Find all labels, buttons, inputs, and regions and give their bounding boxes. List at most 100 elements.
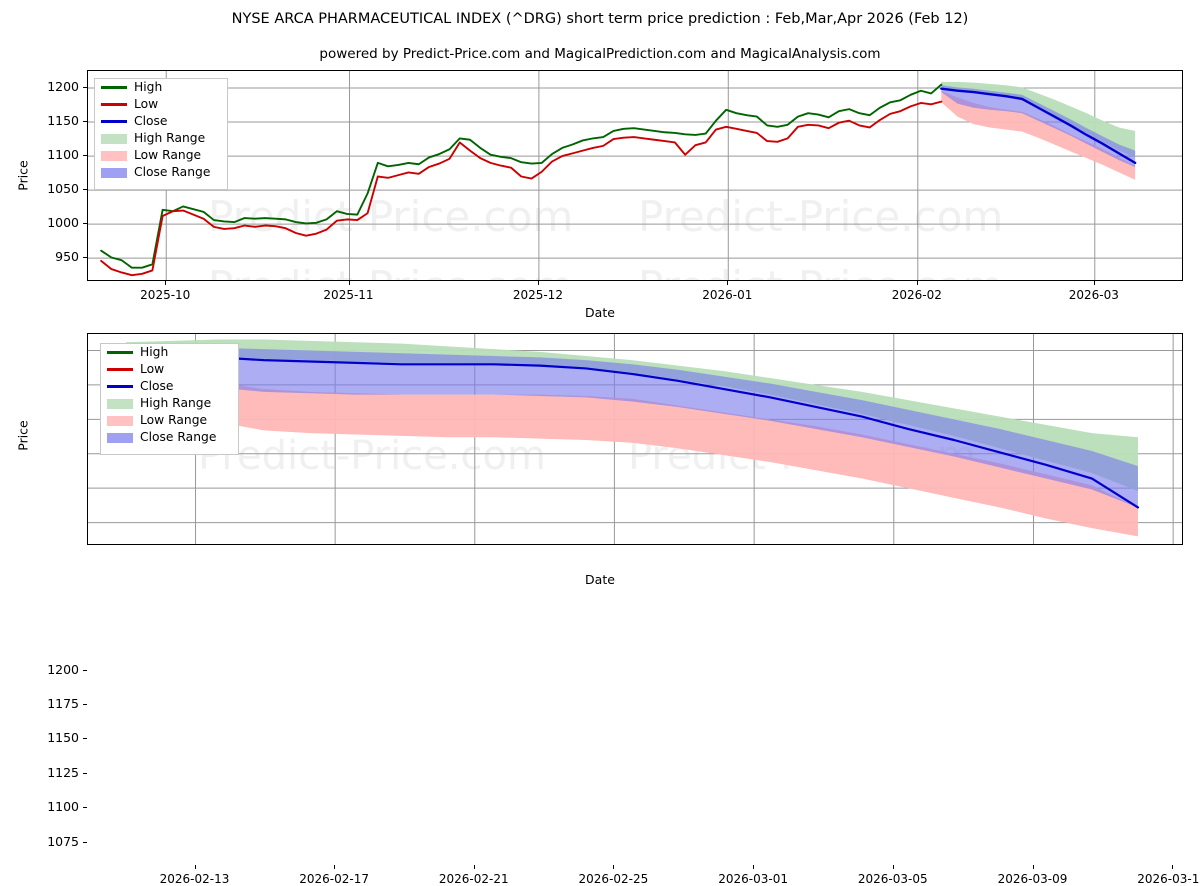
y-tick-label: 1100: [47, 147, 79, 163]
x-tick-mark: [165, 281, 167, 285]
overview-plot-area: Predict-Price.com Predict-Price.com Predic…: [87, 70, 1183, 281]
x-tick-mark: [613, 865, 615, 869]
y-tick-mark: [83, 121, 87, 123]
x-tick-label: 2026-02-25: [578, 872, 649, 886]
legend-label: High Range: [140, 396, 212, 411]
legend-swatch-close: [101, 120, 127, 123]
y-tick-label: 1100: [47, 799, 79, 815]
y-tick-mark: [83, 669, 87, 671]
x-tick-label: 2026-01: [702, 288, 753, 302]
legend-item-high: High: [101, 344, 238, 361]
y-tick-mark: [83, 807, 87, 809]
legend-swatch-high-range: [107, 398, 133, 409]
y-tick-mark: [83, 257, 87, 259]
forecast-legend: High Low Close High Range Low Range Close Ran…: [100, 343, 239, 455]
series-line-low: [100, 100, 943, 277]
y-tick-label: 1050: [47, 181, 79, 197]
x-tick-mark: [334, 865, 336, 869]
legend-item-close: Close: [101, 378, 238, 395]
x-tick-mark: [473, 865, 475, 869]
legend-label: Low: [134, 97, 159, 112]
legend-label: High Range: [134, 131, 206, 146]
legend-item-close-range: Close Range: [95, 164, 227, 181]
legend-item-high-range: High Range: [95, 130, 227, 147]
x-tick-label: 2026-02: [891, 288, 942, 302]
x-tick-label: 2026-02-21: [438, 872, 509, 886]
legend-item-low-range: Low Range: [101, 412, 238, 429]
y-tick-label: 1200: [47, 79, 79, 95]
legend-swatch-high: [107, 351, 133, 354]
x-tick-label: 2026-03-09: [997, 872, 1068, 886]
close-range-band: [125, 345, 1138, 508]
y-tick-mark: [83, 189, 87, 191]
legend-swatch-low: [107, 368, 133, 371]
forecast-y-axis-label: Price: [15, 420, 31, 451]
overview-y-axis-label: Price: [15, 160, 31, 191]
x-tick-label: 2025-10: [140, 288, 191, 302]
legend-item-close-range: Close Range: [101, 429, 238, 446]
x-tick-mark: [194, 865, 196, 869]
legend-swatch-low: [101, 103, 127, 106]
overview-legend: High Low Close High Range Low Range Close Ran…: [94, 78, 228, 190]
forecast-x-axis-label: Date: [585, 572, 615, 587]
legend-label: Low: [140, 362, 165, 377]
y-tick-mark: [83, 841, 87, 843]
y-tick-label: 1125: [47, 764, 79, 780]
legend-swatch-close-range: [107, 432, 133, 443]
watermark-text: Predict-Price.com: [638, 262, 1003, 281]
x-tick-label: 2025-12: [512, 288, 563, 302]
x-tick-label: 2026-03-01: [718, 872, 789, 886]
y-tick-mark: [83, 703, 87, 705]
overview-chart-panel: Price Predict-Price.com Predict-Price.com…: [0, 0, 1200, 320]
legend-swatch-low-range: [101, 150, 127, 161]
x-tick-mark: [1093, 281, 1095, 285]
legend-item-low: Low: [95, 96, 227, 113]
y-tick-label: 950: [55, 249, 79, 265]
legend-label: Close Range: [140, 430, 217, 445]
y-tick-label: 1150: [47, 113, 79, 129]
y-tick-mark: [83, 155, 87, 157]
x-tick-mark: [892, 865, 894, 869]
y-tick-mark: [83, 87, 87, 89]
watermark-text: Predict-Price.com: [208, 192, 573, 241]
page-subtitle: powered by Predict-Price.com and Magical…: [319, 46, 881, 62]
legend-label: Close: [134, 114, 168, 129]
forecast-chart-panel: Price Predict-Price.comPredict-Price.com…: [0, 320, 1200, 886]
legend-item-low-range: Low Range: [95, 147, 227, 164]
legend-swatch-high-range: [101, 133, 127, 144]
x-tick-label: 2026-02-17: [299, 872, 370, 886]
series-line-close: [124, 350, 1140, 509]
y-tick-mark: [83, 223, 87, 225]
low-range-band: [941, 90, 1136, 180]
x-tick-mark: [727, 281, 729, 285]
x-tick-label: 2025-11: [323, 288, 374, 302]
y-tick-label: 1150: [47, 730, 79, 746]
series-line-close: [940, 87, 1137, 165]
page-title: NYSE ARCA PHARMACEUTICAL INDEX (^DRG) sh…: [231, 11, 969, 27]
x-tick-mark: [1032, 865, 1034, 869]
legend-label: High: [134, 80, 163, 95]
legend-label: Low Range: [134, 148, 202, 163]
legend-swatch-close: [107, 385, 133, 388]
overview-x-axis-label: Date: [585, 305, 615, 320]
legend-swatch-high: [101, 86, 127, 89]
y-tick-label: 1200: [47, 661, 79, 677]
watermark-text: Predict-Price.com: [638, 192, 1003, 241]
y-tick-label: 1175: [47, 695, 79, 711]
watermark-text: Predict-Price.com: [208, 262, 573, 281]
x-tick-label: 2026-03-05: [857, 872, 928, 886]
legend-item-high: High: [95, 79, 227, 96]
y-tick-mark: [83, 738, 87, 740]
x-tick-mark: [537, 281, 539, 285]
legend-item-high-range: High Range: [101, 395, 238, 412]
x-tick-mark: [916, 281, 918, 285]
legend-label: Low Range: [140, 413, 208, 428]
overview-plot-svg: Predict-Price.com Predict-Price.com Predic…: [88, 71, 1182, 281]
close-range-band: [941, 85, 1136, 167]
legend-item-low: Low: [101, 361, 238, 378]
x-tick-label: 2026-03: [1068, 288, 1119, 302]
x-tick-label: 2026-03-13: [1137, 872, 1200, 886]
